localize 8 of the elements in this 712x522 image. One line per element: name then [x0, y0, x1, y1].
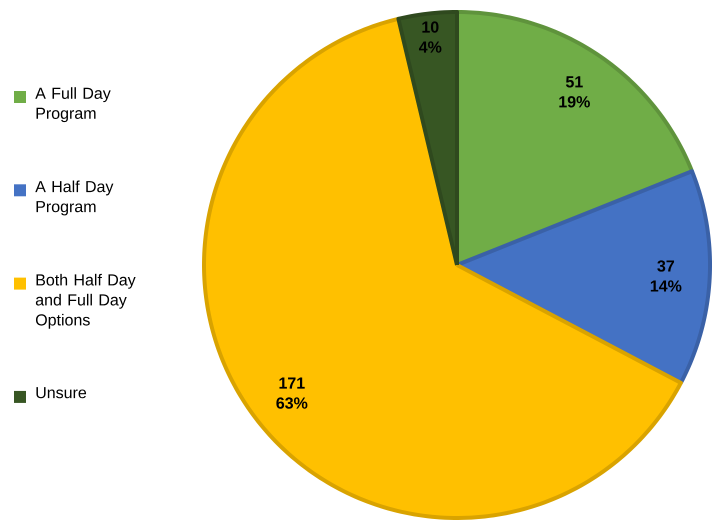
data-label: 51 19%	[559, 76, 590, 108]
data-label: 37 14%	[650, 260, 682, 292]
legend-label: Unsure	[36, 387, 86, 398]
data-label: 171 63%	[276, 378, 308, 409]
legend-label: Both Half Day and Full Day Options	[36, 274, 136, 329]
legend-label: A Full Day Program	[35, 87, 111, 122]
legend-label: A Half Day Program	[35, 180, 114, 216]
data-label: 10 4%	[418, 21, 442, 53]
